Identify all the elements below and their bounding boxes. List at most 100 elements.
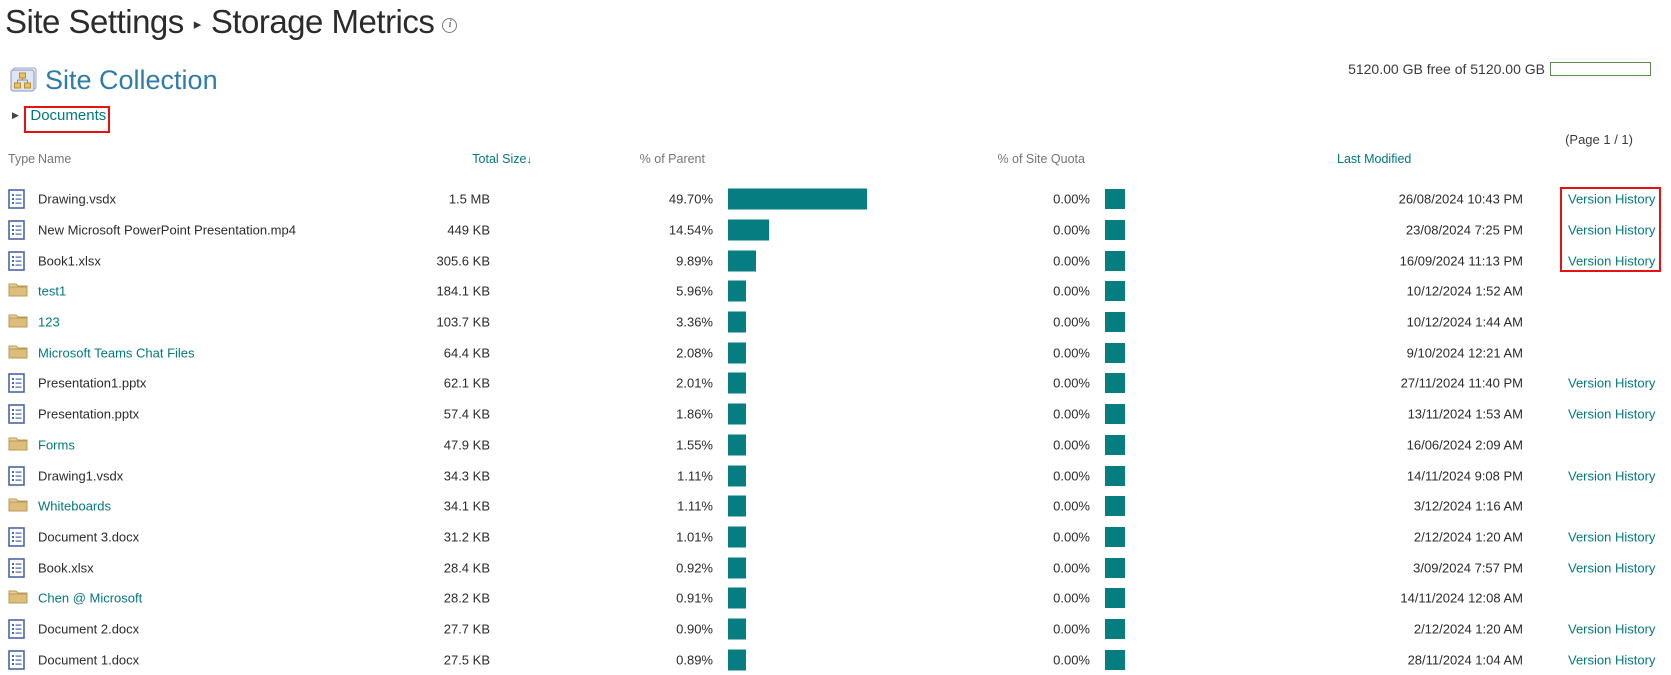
percent-parent-bar bbox=[728, 188, 867, 210]
file-icon bbox=[8, 373, 28, 394]
folder-icon bbox=[8, 281, 28, 301]
storage-metrics-table: Drawing.vsdx 1.5 MB 49.70% 0.00% 26/08/2… bbox=[0, 184, 1671, 675]
percent-parent-bar bbox=[728, 280, 746, 302]
version-history-cell: Version History bbox=[1568, 253, 1655, 268]
table-row: Chen @ Microsoft 28.2 KB 0.91% 0.00% 14/… bbox=[0, 583, 1671, 614]
version-history-link[interactable]: Version History bbox=[1568, 375, 1656, 391]
last-modified-value: 14/11/2024 9:08 PM bbox=[1406, 468, 1523, 484]
last-modified-value: 3/12/2024 1:16 AM bbox=[1413, 498, 1523, 514]
version-history-link[interactable]: Version History bbox=[1568, 621, 1656, 637]
last-modified-value: 26/08/2024 10:43 PM bbox=[1398, 191, 1523, 207]
percent-quota-bar bbox=[1105, 373, 1125, 394]
column-header-total-size[interactable]: Total Size↓ bbox=[472, 152, 532, 166]
percent-parent-value: 1.11% bbox=[677, 468, 713, 484]
percent-quota-bar bbox=[1105, 526, 1125, 547]
total-size-value: 1.5 MB bbox=[448, 191, 490, 207]
item-name: Document 3.docx bbox=[38, 529, 140, 545]
table-row: Drawing.vsdx 1.5 MB 49.70% 0.00% 26/08/2… bbox=[0, 184, 1671, 215]
version-history-link[interactable]: Version History bbox=[1568, 191, 1656, 207]
percent-quota-bar bbox=[1105, 281, 1125, 302]
file-icon bbox=[8, 527, 28, 547]
folder-icon bbox=[8, 312, 28, 332]
percent-parent-bar bbox=[728, 557, 746, 579]
folder-link[interactable]: Forms bbox=[38, 437, 75, 453]
folder-icon bbox=[8, 343, 28, 363]
total-size-value: 34.1 KB bbox=[443, 498, 490, 514]
percent-parent-value: 3.36% bbox=[676, 314, 713, 330]
version-history-cell: Version History bbox=[1568, 468, 1655, 483]
percent-quota-bar bbox=[1105, 220, 1125, 241]
item-name: Microsoft Teams Chat Files bbox=[38, 345, 195, 360]
version-history-link[interactable]: Version History bbox=[1568, 253, 1656, 269]
percent-parent-bar bbox=[728, 526, 746, 548]
table-row: 123 103.7 KB 3.36% 0.00% 10/12/2024 1:44… bbox=[0, 307, 1671, 338]
table-row: test1 184.1 KB 5.96% 0.00% 10/12/2024 1:… bbox=[0, 276, 1671, 307]
percent-parent-value: 1.01% bbox=[676, 529, 713, 545]
percent-parent-value: 0.89% bbox=[676, 652, 713, 668]
column-header-name: Name bbox=[38, 152, 72, 166]
percent-parent-value: 9.89% bbox=[676, 253, 713, 269]
folder-link[interactable]: Microsoft Teams Chat Files bbox=[38, 345, 195, 361]
item-name: test1 bbox=[38, 284, 66, 299]
percent-parent-bar bbox=[728, 465, 746, 487]
last-modified-value: 13/11/2024 1:53 AM bbox=[1407, 406, 1523, 422]
table-row: Whiteboards 34.1 KB 1.11% 0.00% 3/12/202… bbox=[0, 491, 1671, 522]
item-name: Forms bbox=[38, 437, 75, 452]
version-history-link[interactable]: Version History bbox=[1568, 652, 1656, 668]
last-modified-value: 2/12/2024 1:20 AM bbox=[1413, 621, 1523, 637]
version-history-cell: Version History bbox=[1568, 407, 1655, 422]
total-size-value: 47.9 KB bbox=[443, 437, 490, 453]
item-name: Document 1.docx bbox=[38, 652, 140, 668]
column-header-last-modified[interactable]: Last Modified bbox=[1337, 152, 1412, 166]
info-icon[interactable]: i bbox=[442, 18, 458, 33]
percent-parent-bar bbox=[728, 250, 756, 272]
site-collection-icon bbox=[10, 67, 38, 98]
last-modified-value: 16/09/2024 11:13 PM bbox=[1399, 253, 1523, 269]
version-history-cell: Version History bbox=[1568, 223, 1655, 238]
percent-quota-bar bbox=[1105, 588, 1125, 609]
percent-parent-value: 49.70% bbox=[668, 191, 713, 207]
version-history-link[interactable]: Version History bbox=[1568, 529, 1656, 545]
title-site-settings[interactable]: Site Settings bbox=[5, 3, 184, 40]
file-icon bbox=[8, 557, 28, 578]
page-indicator: (Page 1 / 1) bbox=[1565, 132, 1633, 147]
file-icon bbox=[8, 189, 28, 210]
expand-triangle-icon[interactable]: ▶ bbox=[12, 110, 19, 120]
percent-quota-bar bbox=[1105, 312, 1125, 333]
table-row: Drawing1.vsdx 34.3 KB 1.11% 0.00% 14/11/… bbox=[0, 460, 1671, 491]
last-modified-value: 28/11/2024 1:04 AM bbox=[1407, 652, 1523, 668]
folder-link[interactable]: Whiteboards bbox=[38, 498, 111, 514]
column-header-type: Type bbox=[8, 152, 36, 166]
folder-icon bbox=[8, 588, 28, 608]
total-size-value: 62.1 KB bbox=[443, 375, 490, 391]
percent-quota-value: 0.00% bbox=[1053, 498, 1090, 514]
total-size-value: 28.4 KB bbox=[443, 560, 490, 576]
percent-quota-value: 0.00% bbox=[1053, 468, 1090, 484]
table-row: Document 1.docx 27.5 KB 0.89% 0.00% 28/1… bbox=[0, 644, 1671, 675]
total-size-value: 305.6 KB bbox=[436, 253, 491, 269]
site-collection-heading[interactable]: Site Collection bbox=[10, 65, 218, 98]
folder-link[interactable]: 123 bbox=[38, 314, 60, 330]
item-name: Book1.xlsx bbox=[38, 253, 101, 269]
breadcrumb: ▶ Documents bbox=[12, 107, 106, 125]
percent-parent-value: 1.11% bbox=[677, 498, 713, 514]
folder-link[interactable]: Chen @ Microsoft bbox=[38, 590, 143, 606]
version-history-link[interactable]: Version History bbox=[1568, 560, 1656, 576]
version-history-link[interactable]: Version History bbox=[1568, 468, 1656, 484]
item-name: Book.xlsx bbox=[38, 560, 94, 576]
percent-quota-bar bbox=[1105, 496, 1125, 517]
storage-quota-bar bbox=[1550, 62, 1651, 76]
item-name: Document 2.docx bbox=[38, 621, 140, 637]
table-row: Microsoft Teams Chat Files 64.4 KB 2.08%… bbox=[0, 337, 1671, 368]
version-history-link[interactable]: Version History bbox=[1568, 406, 1656, 422]
percent-quota-value: 0.00% bbox=[1053, 222, 1090, 238]
version-history-link[interactable]: Version History bbox=[1568, 222, 1656, 238]
documents-link[interactable]: Documents bbox=[30, 107, 107, 124]
percent-quota-value: 0.00% bbox=[1053, 529, 1090, 545]
table-row: New Microsoft PowerPoint Presentation.mp… bbox=[0, 215, 1671, 246]
last-modified-value: 3/09/2024 7:57 PM bbox=[1413, 560, 1523, 576]
version-history-cell: Version History bbox=[1568, 621, 1655, 636]
percent-quota-value: 0.00% bbox=[1053, 375, 1090, 391]
percent-parent-value: 2.08% bbox=[676, 345, 713, 361]
folder-link[interactable]: test1 bbox=[38, 283, 67, 299]
